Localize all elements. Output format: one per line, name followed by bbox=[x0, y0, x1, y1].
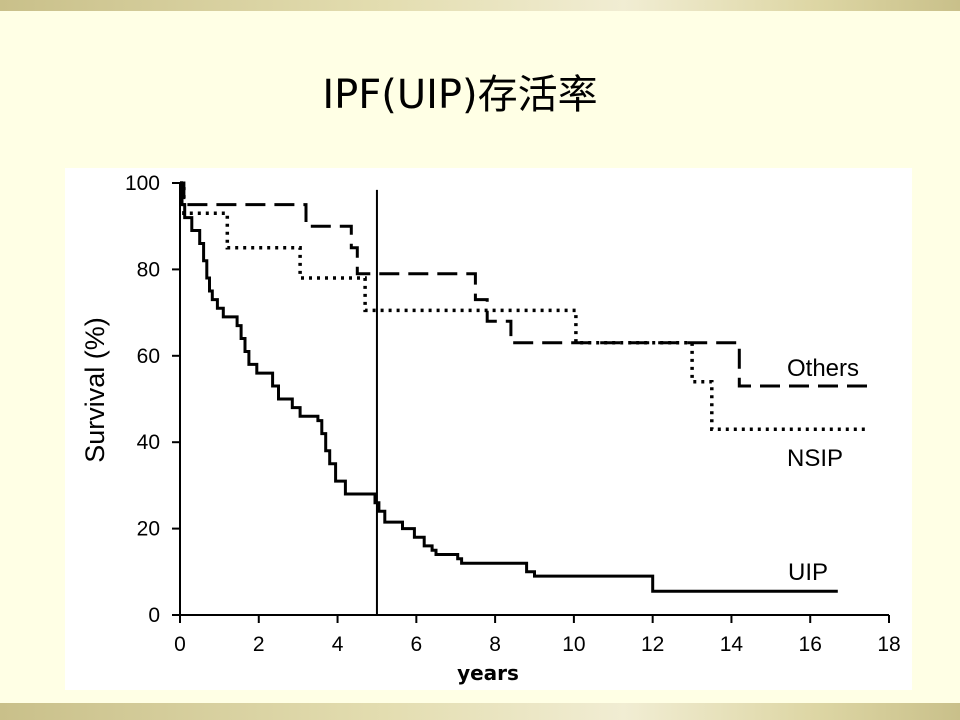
x-axis-title: years bbox=[457, 661, 519, 685]
y-tick-label: 100 bbox=[125, 172, 160, 195]
y-tick-label: 0 bbox=[148, 604, 160, 627]
axes: 0 20 40 60 80 100 0 2 4 6 8 10 12 14 16 18 bbox=[125, 172, 901, 656]
chart-image-area bbox=[65, 168, 912, 690]
series-line-nsip bbox=[180, 181, 866, 431]
y-tick-label: 80 bbox=[137, 258, 160, 281]
series-lines bbox=[180, 181, 874, 593]
slide-title: IPF(UIP)存活率 bbox=[322, 72, 598, 118]
x-tick-label: 14 bbox=[720, 633, 744, 656]
y-tick-label: 60 bbox=[137, 345, 160, 368]
x-tick-label: 4 bbox=[332, 633, 344, 656]
series-line-others bbox=[180, 181, 874, 388]
bottom-decorative-band bbox=[0, 703, 960, 720]
x-tick-label: 18 bbox=[877, 633, 900, 656]
y-tick-label: 40 bbox=[137, 431, 160, 454]
y-tick-label: 20 bbox=[137, 518, 160, 541]
x-tick-label: 0 bbox=[174, 633, 186, 656]
x-tick-label: 10 bbox=[562, 633, 585, 656]
series-label-uip: UIP bbox=[788, 559, 828, 586]
series-line-uip bbox=[180, 181, 838, 593]
x-tick-label: 6 bbox=[410, 633, 422, 656]
x-tick-label: 16 bbox=[799, 633, 822, 656]
series-labels: Others NSIP UIP bbox=[787, 355, 859, 586]
x-tick-label: 12 bbox=[641, 633, 664, 656]
series-label-others: Others bbox=[787, 355, 859, 382]
y-axis-title: Survival (%) bbox=[80, 317, 110, 463]
x-tick-label: 8 bbox=[489, 633, 501, 656]
x-tick-label: 2 bbox=[253, 633, 265, 656]
top-decorative-band bbox=[0, 0, 960, 11]
series-label-nsip: NSIP bbox=[787, 445, 843, 472]
